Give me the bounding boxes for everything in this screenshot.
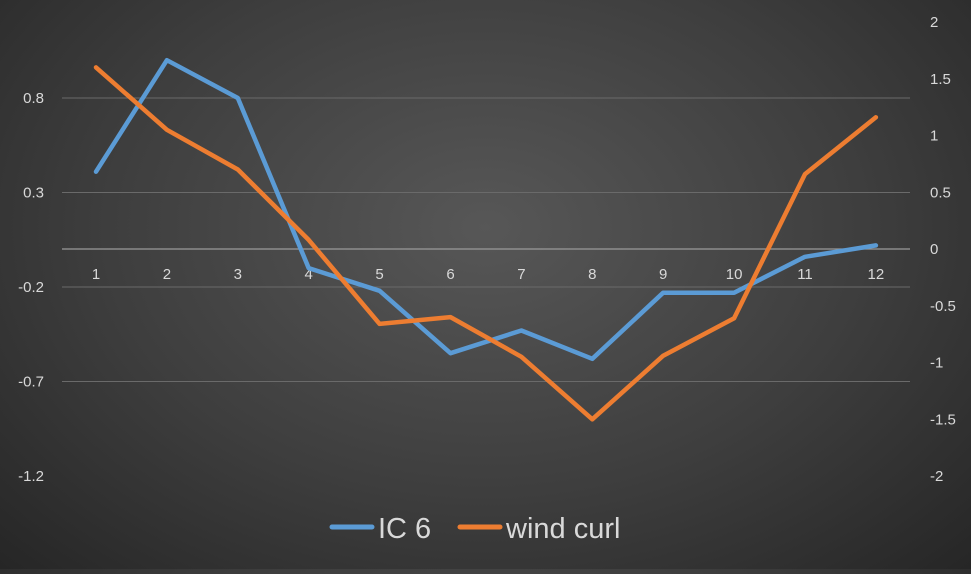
left-y-tick-label: 0.3: [23, 185, 44, 202]
right-y-tick-label: -1: [930, 355, 943, 372]
legend: IC 6 wind curl: [332, 513, 620, 545]
right-y-tick-label: -0.5: [930, 298, 956, 315]
x-tick-label: 12: [868, 266, 885, 283]
legend-label: IC 6: [378, 513, 431, 545]
x-tick-label: 7: [517, 266, 525, 283]
x-tick-label: 9: [659, 266, 667, 283]
x-tick-label: 6: [446, 266, 454, 283]
left-y-tick-label: -0.7: [18, 374, 44, 391]
series-layer: [96, 60, 876, 419]
x-tick-label: 1: [92, 266, 100, 283]
left-y-tick-label: -0.2: [18, 279, 44, 296]
x-tick-label: 2: [163, 266, 171, 283]
series-line-ic6: [96, 60, 876, 359]
right-y-tick-label: 2: [930, 14, 938, 31]
right-y-tick-label: -2: [930, 468, 943, 485]
right-y-tick-label: 1.5: [930, 71, 951, 88]
left-y-tick-label: 0.8: [23, 90, 44, 107]
left-y-tick-label: -1.2: [18, 468, 44, 485]
right-y-tick-label: 0: [930, 241, 938, 258]
x-tick-label: 10: [726, 266, 743, 283]
x-tick-label: 3: [234, 266, 242, 283]
right-y-tick-label: -1.5: [930, 411, 956, 428]
legend-label: wind curl: [505, 513, 620, 545]
right-y-axis: 2 1.5 1 0.5 0 -0.5 -1 -1.5 -2: [930, 14, 956, 485]
x-tick-label: 8: [588, 266, 596, 283]
right-y-tick-label: 0.5: [930, 184, 951, 201]
left-y-axis: 0.8 0.3 -0.2 -0.7 -1.2: [18, 90, 44, 485]
x-tick-label: 11: [797, 266, 813, 283]
x-tick-label: 5: [375, 266, 383, 283]
series-line-wind-curl: [96, 67, 876, 419]
right-y-tick-label: 1: [930, 128, 938, 145]
